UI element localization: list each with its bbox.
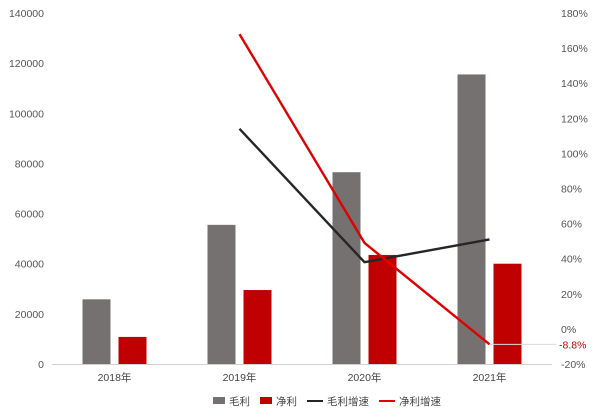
right-axis-tick-label: 20% <box>561 289 582 301</box>
bar-gross-profit <box>207 224 236 364</box>
legend-label: 毛利增速 <box>327 395 369 408</box>
category-label: 2020年 <box>348 371 382 384</box>
legend: 毛利 净利 毛利增速 净利增速 <box>213 395 441 408</box>
legend-swatch <box>213 397 225 404</box>
legend-label: 净利增速 <box>399 395 441 408</box>
right-axis-tick-label: -20% <box>561 359 586 371</box>
right-axis-tick-label: 0% <box>561 324 576 336</box>
right-axis: -20% 0% 20% 40% 60% 80% 100% 120% 140% 160% 180% <box>561 8 588 371</box>
category-labels: 2018年 2019年 2020年 2021年 <box>98 371 507 384</box>
category-label: 2021年 <box>473 371 507 384</box>
bar-net-profit <box>243 290 272 364</box>
annotation: -8.8% <box>489 339 586 351</box>
legend-label: 毛利 <box>229 396 250 408</box>
right-axis-tick-label: 80% <box>561 184 582 196</box>
right-axis-tick-label: 140% <box>561 78 588 90</box>
left-axis-tick-label: 20000 <box>15 309 44 321</box>
annotation-label: -8.8% <box>559 339 586 351</box>
right-axis-tick-label: 100% <box>561 148 588 160</box>
gross-profit-growth-line <box>238 127 490 264</box>
category-label: 2018年 <box>98 371 132 384</box>
net-profit-growth-line <box>238 33 491 346</box>
bars <box>82 74 522 365</box>
left-axis-tick-label: 140000 <box>9 8 44 20</box>
category-label: 2019年 <box>223 371 257 384</box>
bar-net-profit <box>118 336 147 364</box>
left-axis-tick-label: 80000 <box>15 158 44 170</box>
bar-gross-profit <box>82 299 111 364</box>
right-axis-tick-label: 120% <box>561 113 588 125</box>
bar-net-profit <box>493 263 522 364</box>
left-axis-tick-label: 100000 <box>9 108 44 120</box>
right-axis-tick-label: 180% <box>561 8 588 20</box>
left-axis-tick-label: 60000 <box>15 209 44 221</box>
legend-label: 净利 <box>276 395 297 408</box>
lines <box>238 33 491 346</box>
right-axis-tick-label: 40% <box>561 254 582 266</box>
left-axis: 0 20000 40000 60000 80000 100000 120000 140000 <box>9 8 552 371</box>
right-axis-tick-label: 160% <box>561 43 588 55</box>
bar-net-profit <box>368 254 397 364</box>
bar-gross-profit <box>457 74 486 365</box>
left-axis-tick-label: 40000 <box>15 259 44 271</box>
left-axis-tick-label: 0 <box>38 359 44 371</box>
right-axis-tick-label: 60% <box>561 219 582 231</box>
left-axis-tick-label: 120000 <box>9 58 44 70</box>
bar-gross-profit <box>332 172 361 364</box>
legend-swatch <box>260 397 272 404</box>
